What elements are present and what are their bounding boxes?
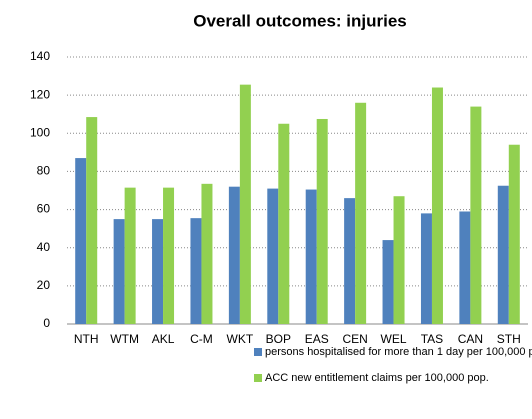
bar: [497, 185, 509, 324]
chart-title: Overall outcomes: injuries: [193, 11, 407, 30]
legend-label: persons hospitalised for more than 1 day…: [265, 346, 532, 358]
y-tick-label: 100: [30, 125, 50, 139]
bar: [508, 144, 520, 324]
bar: [393, 196, 405, 324]
x-tick-label: WTM: [110, 332, 139, 346]
bar: [420, 213, 432, 324]
bar: [239, 84, 251, 325]
y-tick-label: 120: [30, 87, 50, 101]
legend-label: ACC new entitlement claims per 100,000 p…: [265, 372, 489, 384]
bar: [75, 158, 87, 324]
bar: [152, 219, 164, 324]
y-tick-label: 140: [30, 49, 50, 63]
bar: [344, 198, 356, 324]
bar: [190, 218, 202, 324]
y-tick-label: 60: [37, 202, 51, 216]
x-tick-label: EAS: [305, 332, 329, 346]
bar: [382, 240, 394, 324]
x-tick-label: WEL: [381, 332, 407, 346]
x-tick-label: NTH: [74, 332, 99, 346]
bar: [355, 102, 367, 325]
x-tick-label: BOP: [266, 332, 291, 346]
y-tick-label: 40: [37, 240, 51, 254]
x-tick-label: STH: [497, 332, 521, 346]
y-tick-label: 20: [37, 278, 51, 292]
bar: [278, 123, 290, 324]
x-tick-label: C-M: [190, 332, 213, 346]
bar: [459, 211, 471, 324]
bar: [201, 183, 213, 324]
bar: [316, 118, 328, 324]
legend-swatch: [254, 374, 262, 382]
y-tick-label: 80: [37, 164, 51, 178]
bar: [431, 87, 443, 324]
bar: [113, 219, 125, 324]
legend-swatch: [254, 348, 262, 356]
bar: [124, 187, 136, 324]
bar: [163, 187, 175, 324]
x-tick-label: CAN: [458, 332, 483, 346]
x-tick-label: CEN: [342, 332, 367, 346]
y-tick-label: 0: [43, 316, 50, 330]
bar: [228, 186, 240, 324]
x-tick-label: AKL: [152, 332, 175, 346]
bar: [267, 188, 279, 324]
bar: [305, 189, 317, 324]
bar: [86, 117, 98, 324]
x-tick-label: TAS: [421, 332, 443, 346]
x-tick-label: WKT: [227, 332, 254, 346]
bar: [470, 106, 482, 324]
